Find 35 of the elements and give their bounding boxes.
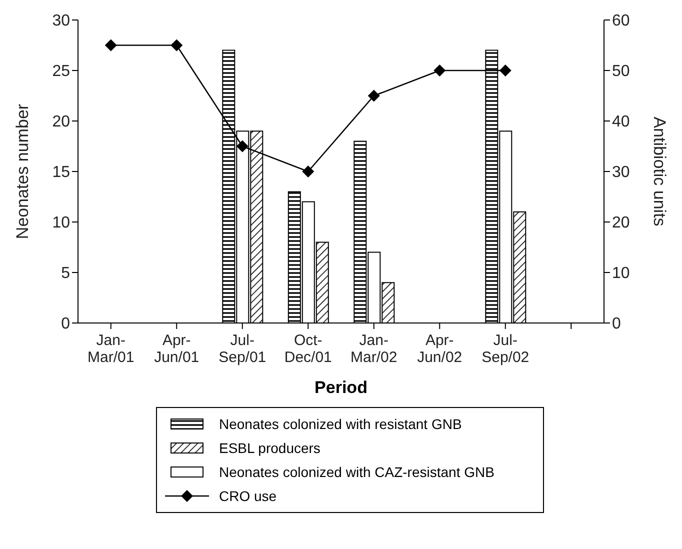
point: [499, 64, 512, 76]
point: [236, 140, 248, 152]
y-tick-label: 15: [52, 164, 70, 182]
legend-label: CRO use: [219, 488, 277, 504]
legend-label: Neonates colonized with CAZ-resistant GNB: [219, 464, 494, 480]
y-axis-title: Neonates number: [13, 104, 32, 240]
y2-tick-label: 30: [612, 164, 630, 182]
y2-axis-title: Antibiotic units: [650, 116, 669, 226]
y-tick-label: 25: [52, 63, 70, 80]
point: [170, 39, 183, 52]
x-tick-label: Apr-Jun/02: [417, 332, 462, 366]
y2-tick-label: 40: [612, 114, 630, 131]
point: [104, 39, 117, 52]
x-tick-label: Jan-Mar/01: [88, 332, 134, 366]
point: [434, 64, 446, 76]
y2-tick-label: 20: [612, 214, 630, 232]
y2-tick-label: 0: [612, 316, 621, 333]
x-tick-label: Jul-Sep/02: [482, 332, 530, 366]
point: [368, 90, 380, 102]
y2-tick-label: 50: [612, 63, 630, 80]
x-tick-label: Apr-Jun/01: [154, 332, 200, 366]
y2-tick-label: 60: [612, 12, 630, 30]
legend-label: Neonates colonized with resistant GNB: [219, 416, 462, 432]
y-tick-label: 30: [52, 12, 70, 30]
y-tick-label: 20: [52, 114, 70, 131]
x-tick-label: Jan-Mar/02: [350, 332, 398, 366]
y-tick-label: 0: [61, 316, 70, 333]
y2-tick-label: 10: [612, 265, 630, 282]
y-tick-label: 10: [52, 214, 70, 232]
legend-label: ESBL producers: [219, 440, 320, 456]
x-tick-label: Oct-Dec/01: [284, 332, 332, 366]
point: [302, 166, 314, 178]
y-tick-label: 5: [61, 265, 70, 282]
x-axis-title: Period: [314, 378, 368, 397]
x-tick-label: Jul-Sep/01: [218, 332, 266, 366]
